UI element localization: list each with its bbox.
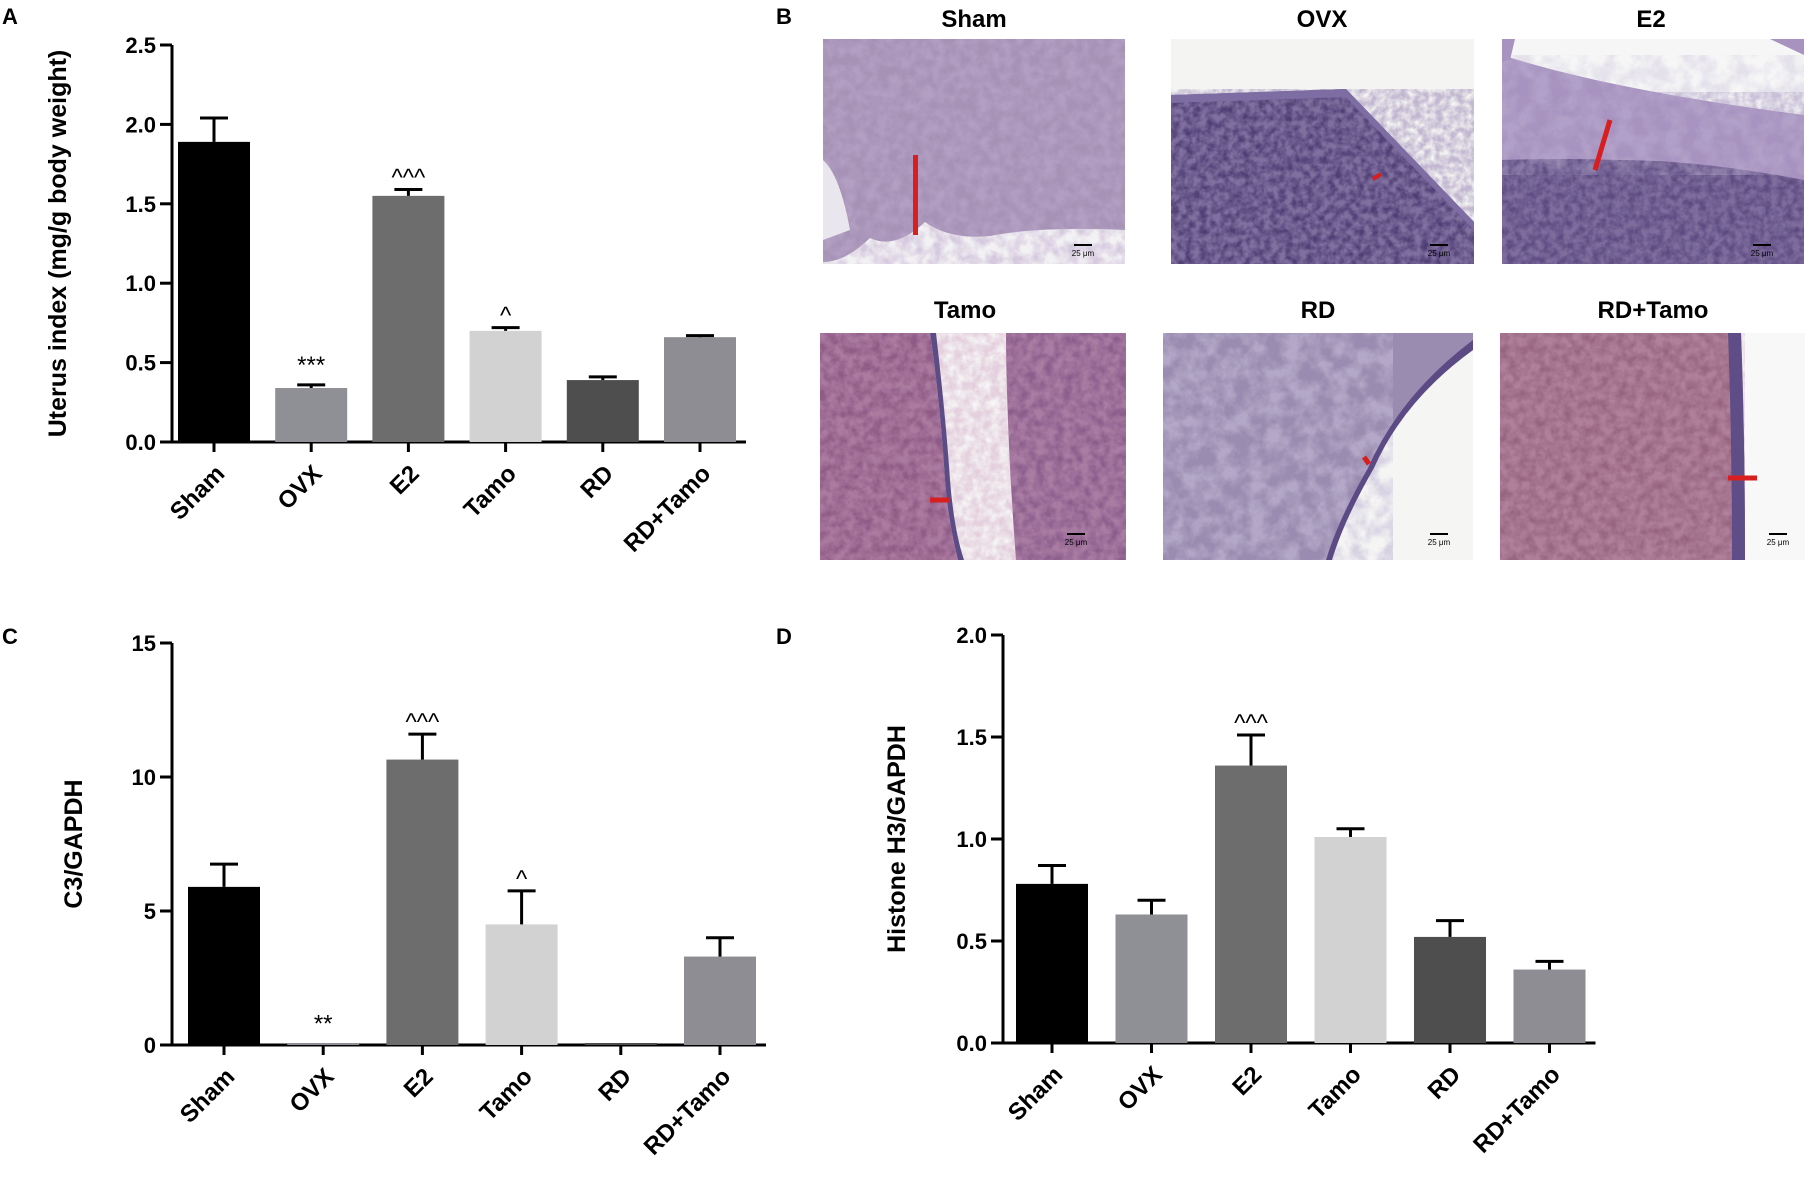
panel-letter-a: A [2, 4, 18, 29]
bar-rd [566, 380, 639, 442]
micrograph-title-rd: RD [1301, 297, 1336, 324]
x-tick-label-e2: E2 [399, 1063, 439, 1103]
micrograph-sham [823, 39, 1125, 264]
bar-tamo [1314, 836, 1387, 1043]
x-tick-label-tamo: Tamo [475, 1063, 538, 1126]
bar-tamo [485, 924, 558, 1045]
scale-bar-rd-tamo: 25 μm [1767, 533, 1790, 547]
x-tick-label-rd-tamo: RD+Tamo [619, 460, 717, 558]
x-tick-label-sham: Sham [1003, 1061, 1068, 1126]
panel-letter-c: C [2, 624, 18, 649]
x-tick-label-e2: E2 [1227, 1061, 1267, 1101]
micrograph-rd-tamo [1500, 333, 1805, 560]
scale-bar-tamo: 25 μm [1065, 533, 1088, 547]
svg-text:25 μm: 25 μm [1751, 249, 1774, 258]
x-tick-label-rd-tamo: RD+Tamo [639, 1063, 737, 1161]
scale-bar-e2: 25 μm [1751, 244, 1774, 258]
y-tick-label: 1.0 [125, 271, 156, 296]
y-tick-label: 10 [132, 765, 156, 790]
panel-letter-d: D [776, 624, 792, 649]
x-tick-label-ovx: OVX [1113, 1061, 1168, 1116]
chart-histone-h3-gapdh: 0.0 0.5 1.0 1.5 2.0 Histone H3/GAPDH Sham OVX ^^… [883, 623, 1596, 1159]
svg-text:25 μm: 25 μm [1428, 538, 1451, 547]
bar-e2 [386, 759, 459, 1045]
x-tick-label-ovx: OVX [273, 460, 328, 515]
y-tick-label: 0.0 [956, 1031, 987, 1056]
micrograph-e2 [1502, 39, 1804, 264]
x-tick-label-rd: RD [575, 460, 619, 504]
chart-c3-gapdh: 0 5 10 15 C3/GAPDH Sham ** OVX ^^^ E2 ^ Tamo RD RD+Ta… [60, 631, 766, 1161]
x-tick-label-tamo: Tamo [459, 460, 522, 523]
x-tick-label-rd-tamo: RD+Tamo [1468, 1061, 1566, 1159]
y-tick-label: 2.0 [125, 112, 156, 137]
y-axis-title: C3/GAPDH [60, 779, 88, 908]
bar-ovx [1115, 914, 1188, 1043]
micrograph-ovx [1171, 39, 1474, 264]
bar-e2 [372, 195, 445, 442]
x-tick-label-rd: RD [593, 1063, 637, 1107]
y-tick-label: 2.5 [125, 33, 156, 58]
bar-rd-tamo [664, 337, 736, 442]
bar-ovx [287, 1043, 360, 1045]
significance-tamo: ^ [516, 866, 528, 893]
y-tick-label: 0.5 [125, 351, 156, 376]
bar-rd-tamo [1513, 969, 1586, 1043]
y-axis-title: Uterus index (mg/g body weight) [44, 50, 72, 438]
bar-rd-tamo [684, 956, 756, 1045]
micrograph-title-ovx: OVX [1297, 6, 1348, 33]
micrograph-rd [1163, 333, 1473, 560]
y-tick-label: 1.5 [956, 725, 987, 750]
significance-e2: ^^^ [406, 709, 441, 736]
y-tick-label: 0.0 [125, 430, 156, 455]
chart-uterus-index: 0.0 0.5 1.0 1.5 2.0 2.5 Uterus index (mg/g bod… [44, 33, 746, 558]
significance-e2: ^^^ [1234, 710, 1269, 737]
bar-e2 [1215, 765, 1287, 1043]
bar-sham [178, 141, 250, 443]
y-tick-label: 0 [144, 1033, 156, 1058]
significance-ovx: ** [314, 1011, 333, 1038]
micrograph-title-e2: E2 [1636, 6, 1665, 33]
y-tick-label: 15 [132, 631, 156, 656]
micrograph-title-rd-tamo: RD+Tamo [1598, 297, 1709, 324]
y-tick-label: 1.0 [956, 827, 987, 852]
micrograph-title-sham: Sham [941, 6, 1006, 33]
svg-text:25 μm: 25 μm [1428, 249, 1451, 258]
y-tick-label: 2.0 [956, 623, 987, 648]
micrograph-title-tamo: Tamo [934, 297, 996, 324]
bar-rd [584, 1043, 657, 1045]
svg-text:25 μm: 25 μm [1065, 538, 1088, 547]
significance-ovx: *** [297, 352, 325, 379]
bar-tamo [469, 330, 542, 442]
scale-bar-sham: 25 μm [1072, 244, 1095, 258]
x-tick-label-rd: RD [1423, 1061, 1467, 1105]
y-axis-title: Histone H3/GAPDH [883, 725, 911, 953]
svg-text:25 μm: 25 μm [1767, 538, 1790, 547]
bar-sham [1016, 883, 1088, 1043]
bar-ovx [275, 388, 348, 442]
y-tick-label: 1.5 [125, 192, 156, 217]
y-tick-label: 0.5 [956, 929, 987, 954]
bar-sham [188, 886, 260, 1045]
bar-rd [1414, 936, 1486, 1043]
x-tick-label-sham: Sham [165, 460, 230, 525]
svg-text:25 μm: 25 μm [1072, 249, 1095, 258]
x-tick-label-ovx: OVX [285, 1063, 340, 1118]
significance-tamo: ^ [500, 303, 512, 330]
scale-bar-ovx: 25 μm [1428, 244, 1451, 258]
micrograph-tamo [820, 333, 1126, 560]
significance-e2: ^^^ [392, 165, 427, 192]
panel-letter-b: B [776, 4, 792, 29]
x-tick-label-e2: E2 [385, 460, 425, 500]
x-tick-label-tamo: Tamo [1304, 1061, 1367, 1124]
scale-bar-rd: 25 μm [1428, 533, 1451, 547]
x-tick-label-sham: Sham [175, 1063, 240, 1128]
y-tick-label: 5 [144, 899, 156, 924]
